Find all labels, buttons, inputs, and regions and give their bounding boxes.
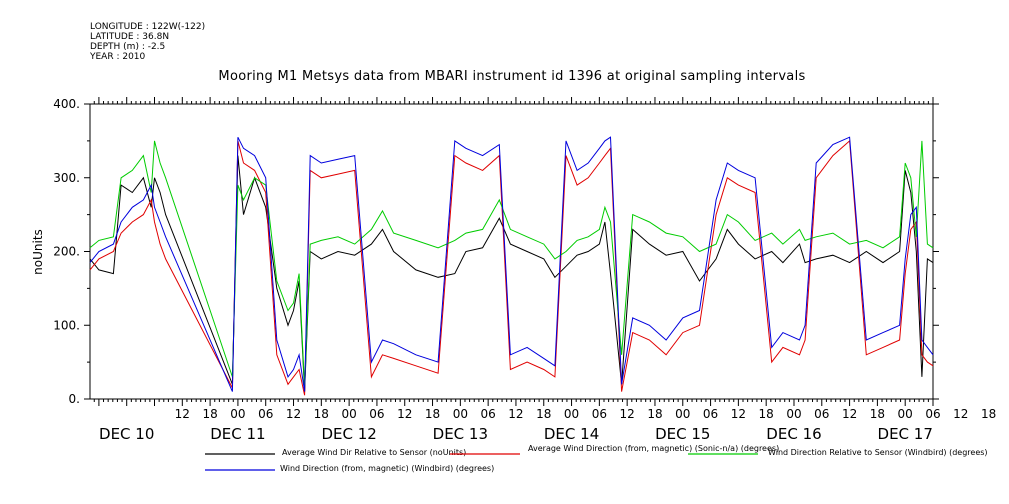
latitude-text: LATITUDE : 36.8N xyxy=(90,32,170,42)
x-tick-label: 12 xyxy=(620,407,635,421)
y-tick-label: 400. xyxy=(53,97,80,111)
x-day-label: DEC 12 xyxy=(321,425,376,443)
x-tick-label: 18 xyxy=(314,407,329,421)
x-tick-label: 00 xyxy=(230,407,245,421)
x-tick-label: 12 xyxy=(731,407,746,421)
legend-label-3: Wind Direction Relative to Sensor (Windb… xyxy=(768,448,988,457)
axis-layer: 0. 100. 200. 300. 400. 12 18 00 06 12 18 00 06 12 18 00… xyxy=(53,97,1009,443)
x-tick-label: 18 xyxy=(870,407,885,421)
x-tick-label: 12 xyxy=(508,407,523,421)
x-tick-label: 06 xyxy=(258,407,273,421)
x-day-label: DEC 13 xyxy=(433,425,488,443)
x-tick-label: 00 xyxy=(341,407,356,421)
y-tick-label: 0. xyxy=(69,392,80,406)
x-tick-label: 18 xyxy=(425,407,440,421)
y-tick-label: 100. xyxy=(53,318,80,332)
chart-title: Mooring M1 Metsys data from MBARI instru… xyxy=(218,69,805,84)
x-tick-label: 12 xyxy=(175,407,190,421)
x-tick-label: 12 xyxy=(286,407,301,421)
x-day-label: DEC 11 xyxy=(210,425,265,443)
x-tick-label: 00 xyxy=(786,407,801,421)
x-tick-label: 06 xyxy=(814,407,829,421)
series-line-1 xyxy=(89,155,934,392)
x-tick-label: 06 xyxy=(703,407,718,421)
x-tick-label: 00 xyxy=(453,407,468,421)
x-tick-label: 18 xyxy=(536,407,551,421)
x-tick-label: 12 xyxy=(953,407,968,421)
legend-label-1: Average Wind Dir Relative to Sensor (noU… xyxy=(282,448,466,457)
series-line-2 xyxy=(89,139,934,396)
legend-label-4: Wind Direction (from, magnetic) (Windbir… xyxy=(280,464,494,473)
series-line-4 xyxy=(89,136,934,392)
x-tick-label: 18 xyxy=(202,407,217,421)
x-day-label: DEC 17 xyxy=(878,425,933,443)
year-text: YEAR : 2010 xyxy=(90,52,146,62)
x-tick-label: 06 xyxy=(592,407,607,421)
x-tick-label: 06 xyxy=(481,407,496,421)
y-tick-label: 300. xyxy=(53,171,80,185)
y-tick-label: 200. xyxy=(53,245,80,259)
x-tick-label: 18 xyxy=(647,407,662,421)
x-tick-label: 12 xyxy=(842,407,857,421)
x-day-label: DEC 16 xyxy=(766,425,821,443)
x-tick-label: 06 xyxy=(925,407,940,421)
x-tick-label: 06 xyxy=(369,407,384,421)
x-tick-label: 00 xyxy=(564,407,579,421)
series-layer xyxy=(89,136,934,396)
legend-label-2: Average Wind Direction (from, magnetic) … xyxy=(528,444,779,453)
x-tick-label: 12 xyxy=(397,407,412,421)
legend: Average Wind Dir Relative to Sensor (noU… xyxy=(205,444,988,473)
x-day-label: DEC 15 xyxy=(655,425,710,443)
series-line-3 xyxy=(89,140,934,388)
metadata-block: LONGITUDE : 122W(-122) LATITUDE : 36.8N … xyxy=(90,22,205,62)
x-day-label: DEC 10 xyxy=(99,425,154,443)
depth-text: DEPTH (m) : -2.5 xyxy=(90,42,166,52)
x-tick-label: 00 xyxy=(898,407,913,421)
x-day-label: DEC 14 xyxy=(544,425,599,443)
longitude-text: LONGITUDE : 122W(-122) xyxy=(90,22,206,32)
x-tick-label: 18 xyxy=(981,407,996,421)
x-tick-label: 00 xyxy=(675,407,690,421)
y-axis-label: noUnits xyxy=(31,229,45,275)
x-tick-label: 18 xyxy=(759,407,774,421)
